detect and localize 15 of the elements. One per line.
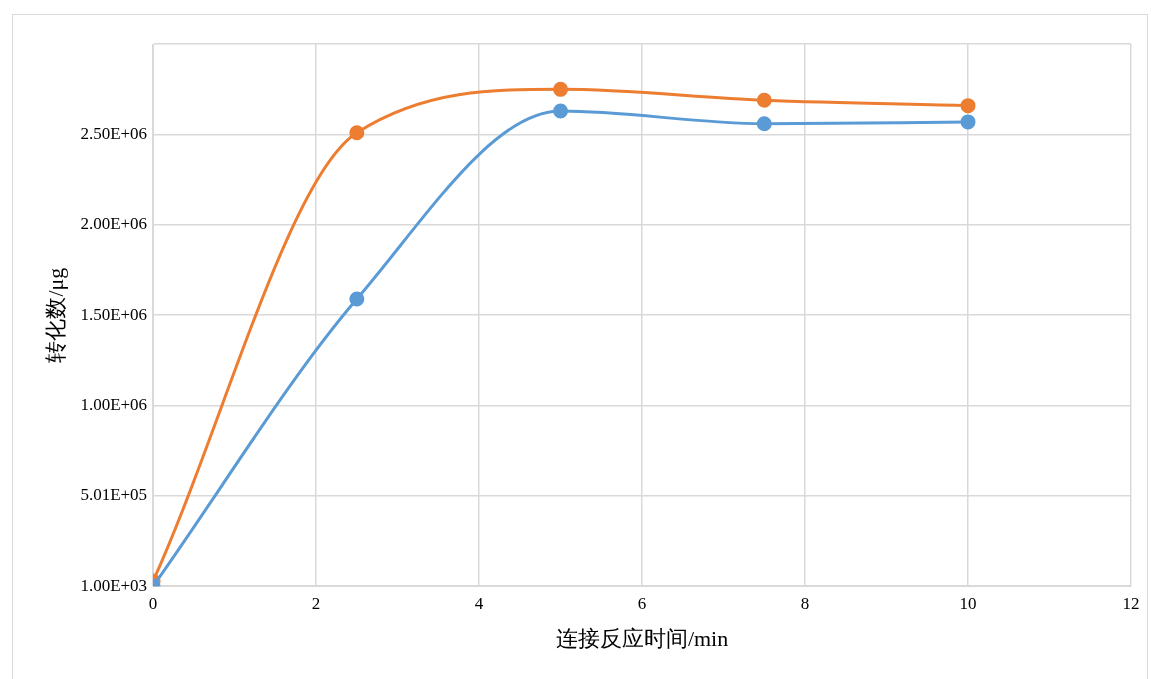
x-tick-label: 12 [1122,593,1140,613]
y-axis-title: 转化数/μg [42,267,68,363]
x-axis-title: 连接反应时间/min [555,625,729,651]
x-tick-label: 4 [474,593,484,613]
x-tick-label: 10 [959,593,977,613]
x-tick-label: 2 [311,593,321,613]
y-tick-label: 1.50E+06 [80,304,148,324]
x-tick-label: 6 [637,593,647,613]
x-tick-label: 0 [148,593,158,613]
y-tick-label: 1.00E+06 [80,394,148,414]
y-tick-label: 2.00E+06 [80,214,148,234]
y-tick-label: 2.50E+06 [80,123,148,143]
y-tick-label: 5.01E+05 [80,485,148,505]
y-tick-label: 1.00E+03 [80,575,148,595]
x-tick-label: 8 [800,593,810,613]
